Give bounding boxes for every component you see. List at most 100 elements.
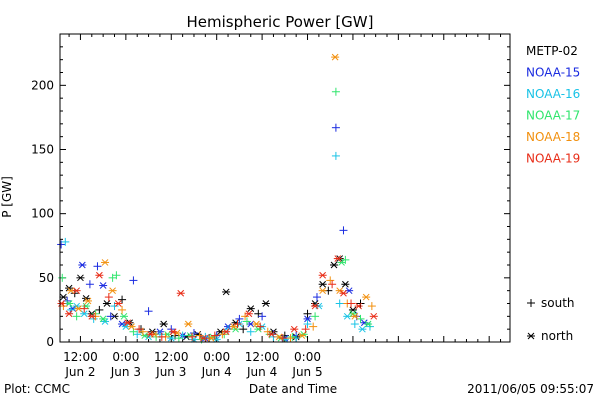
point-noaa-18-south [326, 276, 335, 285]
point-noaa-17-south [58, 273, 67, 282]
point-noaa-19-south [328, 280, 337, 289]
point-noaa-19-south [157, 332, 166, 341]
point-noaa-17-north [99, 315, 108, 323]
x-axis-label: Date and Time [249, 382, 337, 396]
point-noaa-18-north [275, 333, 284, 341]
point-metp-02-south [118, 295, 127, 304]
x-tick-label-date: Jun 4 [201, 365, 232, 379]
point-noaa-19-north [244, 310, 253, 318]
point-metp-02-north [348, 306, 357, 314]
point-metp-02-north [318, 280, 327, 288]
point-noaa-19-north [222, 328, 231, 336]
x-tick-label-time: 12:00 [154, 350, 189, 364]
point-metp-02-north [59, 293, 68, 301]
point-metp-02-south [303, 309, 312, 318]
point-noaa-16-south [61, 237, 70, 246]
point-noaa-19-north [176, 289, 185, 297]
point-noaa-16-south [335, 299, 344, 308]
x-tick-label-time: 0:00 [112, 350, 139, 364]
footer-source: Plot: CCMC [4, 382, 70, 396]
x-tick-label-date: Jun 5 [291, 365, 322, 379]
y-tick-label: 0 [46, 335, 54, 349]
point-noaa-17-south [341, 255, 350, 264]
point-noaa-15-south [93, 262, 102, 271]
point-noaa-17-north [119, 312, 128, 320]
point-noaa-18-north [252, 320, 261, 328]
point-noaa-18-north [362, 293, 371, 301]
point-noaa-19-south [210, 331, 219, 340]
data-points [57, 53, 378, 344]
point-noaa-19-north [333, 255, 342, 262]
x-tick-label-date: Jun 4 [246, 365, 277, 379]
x-tick-label-time: 0:00 [294, 350, 321, 364]
point-noaa-18-north [331, 53, 340, 61]
point-noaa-17-south [72, 312, 81, 321]
point-noaa-17-north [140, 332, 149, 339]
point-metp-02-south [95, 305, 104, 314]
point-noaa-18-south [118, 305, 127, 314]
legend-symbol-south [527, 299, 535, 307]
point-metp-02-south [239, 325, 248, 334]
point-noaa-15-south [106, 312, 115, 321]
point-noaa-18-south [367, 302, 376, 311]
legend-symbol-label: north [541, 329, 573, 343]
point-noaa-19-south [301, 325, 310, 334]
point-noaa-19-south [188, 332, 197, 341]
point-metp-02-north [246, 305, 255, 312]
point-noaa-16-north [80, 310, 89, 318]
point-noaa-16-south [303, 320, 312, 329]
point-noaa-16-south [66, 305, 75, 314]
point-noaa-19-north [123, 319, 132, 327]
y-tick-label: 100 [31, 207, 54, 221]
point-noaa-19-south [278, 334, 287, 343]
legend-noaa-15: NOAA-15 [526, 66, 580, 80]
point-metp-02-north [159, 320, 168, 328]
point-noaa-17-south [311, 312, 320, 321]
point-noaa-15-south [235, 314, 244, 323]
point-noaa-18-north [84, 297, 93, 305]
plot-frame [59, 33, 511, 343]
x-tick-label-date: Jun 2 [64, 365, 95, 379]
point-noaa-15-south [312, 293, 321, 302]
point-noaa-19-north [72, 287, 81, 295]
point-noaa-15-north [303, 315, 312, 323]
point-metp-02-north [261, 300, 270, 307]
point-noaa-15-north [78, 261, 87, 269]
point-noaa-17-north [364, 320, 373, 328]
point-noaa-19-north [65, 310, 74, 318]
point-noaa-19-north [199, 334, 208, 342]
point-metp-02-north [222, 288, 231, 296]
x-tick-label-date: Jun 3 [110, 365, 141, 379]
point-noaa-18-south [286, 334, 295, 343]
y-axis-label: P [GW] [0, 176, 14, 218]
point-noaa-18-north [207, 334, 216, 342]
point-noaa-17-south [242, 317, 251, 326]
point-noaa-19-north [87, 312, 96, 320]
point-noaa-19-north [311, 302, 320, 310]
point-noaa-19-south [135, 325, 144, 334]
y-tick-label: 50 [39, 271, 54, 285]
point-metp-02-north [102, 300, 111, 307]
point-noaa-18-north [350, 312, 359, 320]
point-noaa-18-north [101, 259, 110, 266]
point-noaa-19-north [318, 271, 327, 279]
point-noaa-15-south [57, 240, 66, 249]
point-noaa-18-north [297, 332, 306, 339]
point-noaa-16-south [246, 327, 255, 336]
point-noaa-16-south [331, 151, 340, 160]
point-noaa-19-south [233, 320, 242, 329]
point-noaa-19-north [339, 289, 348, 297]
legend-noaa-19: NOAA-19 [526, 152, 580, 166]
legend: METP-02 NOAA-15 NOAA-16 NOAA-17 NOAA-18 NOAA-… [526, 44, 580, 343]
point-noaa-17-south [331, 87, 340, 96]
chart-title: Hemispheric Power [GW] [187, 13, 374, 31]
x-tick-label-time: 12:00 [245, 350, 280, 364]
point-noaa-15-south [129, 276, 138, 285]
point-metp-02-north [341, 280, 350, 288]
x-tick-label-date: Jun 3 [155, 365, 186, 379]
point-noaa-17-north [65, 300, 74, 307]
point-noaa-19-north [146, 330, 155, 338]
point-noaa-19-north [369, 312, 378, 320]
point-noaa-16-north [358, 325, 367, 333]
